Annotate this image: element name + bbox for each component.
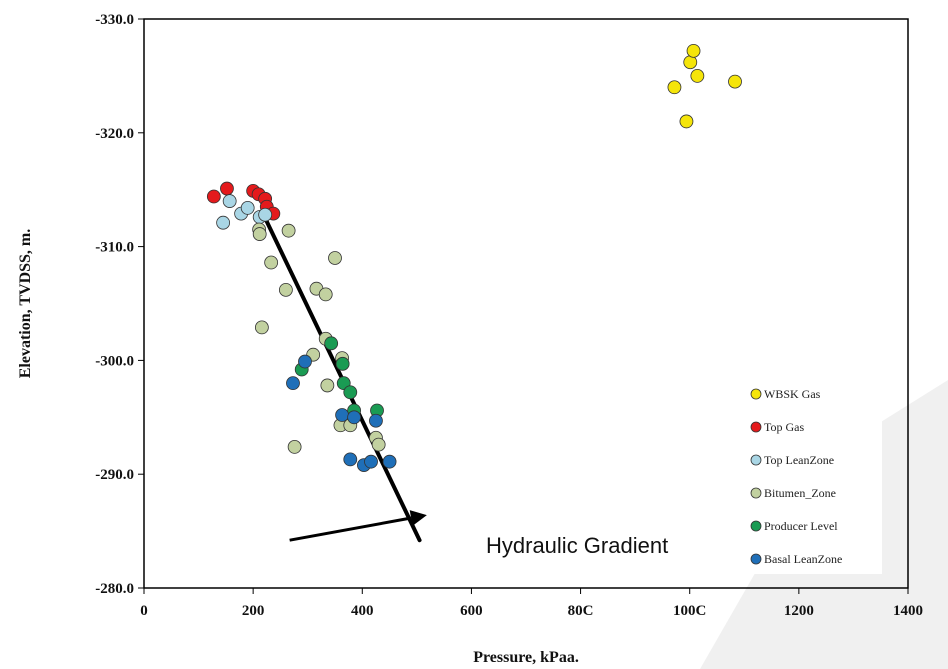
legend-label: Top Gas bbox=[764, 420, 804, 434]
data-point bbox=[679, 114, 694, 129]
data-point bbox=[335, 408, 349, 422]
x-tick-label: 80C bbox=[568, 603, 594, 619]
legend-marker bbox=[750, 421, 762, 433]
y-axis-ticks: -330.0 -320.0 -310.0 -300.0 -290.0 -280.0 bbox=[95, 12, 144, 597]
data-points bbox=[206, 43, 742, 472]
data-point bbox=[335, 356, 350, 371]
data-point bbox=[220, 181, 234, 196]
series-basal-leanzone bbox=[286, 354, 397, 472]
data-point bbox=[281, 223, 296, 238]
y-tick-label: -280.0 bbox=[95, 581, 134, 597]
data-point bbox=[683, 55, 698, 70]
data-point bbox=[328, 251, 342, 265]
data-point bbox=[318, 287, 333, 302]
data-point bbox=[240, 201, 255, 215]
x-tick-label: 1400 bbox=[893, 603, 923, 619]
data-point bbox=[690, 69, 705, 83]
x-tick-label: 100C bbox=[673, 603, 706, 619]
data-point bbox=[206, 189, 221, 204]
hydraulic-gradient-annotation: Hydraulic Gradient bbox=[289, 510, 668, 558]
annotation-label: Hydraulic Gradient bbox=[486, 533, 668, 558]
data-point bbox=[287, 439, 302, 454]
annotation-arrowhead bbox=[409, 510, 427, 526]
legend-marker bbox=[750, 388, 762, 400]
x-tick-label: 600 bbox=[460, 603, 483, 619]
x-axis-ticks: 0 200 400 600 80C 100C 1200 1400 bbox=[140, 588, 923, 619]
data-point bbox=[382, 454, 397, 469]
data-point bbox=[364, 454, 378, 469]
y-tick-label: -330.0 bbox=[95, 12, 134, 28]
data-point bbox=[369, 413, 383, 428]
data-point bbox=[371, 437, 386, 452]
legend-marker bbox=[750, 520, 762, 532]
legend-label: Producer Level bbox=[764, 519, 838, 533]
data-point bbox=[264, 255, 279, 270]
legend-label: Basal LeanZone bbox=[764, 552, 842, 566]
data-point bbox=[343, 452, 358, 467]
data-point bbox=[254, 320, 269, 335]
data-point bbox=[728, 74, 742, 89]
legend-marker bbox=[750, 454, 762, 466]
data-point bbox=[286, 376, 300, 391]
data-point bbox=[343, 385, 358, 400]
data-point bbox=[298, 354, 312, 369]
legend-label: WBSK Gas bbox=[764, 387, 821, 401]
data-point bbox=[216, 215, 231, 230]
x-axis-title: Pressure, kPaa. bbox=[473, 649, 579, 666]
series-wbsk-gas bbox=[667, 43, 742, 129]
legend: WBSK Gas Top Gas Top LeanZone Bitumen_Zone P… bbox=[742, 378, 882, 574]
y-tick-label: -300.0 bbox=[95, 353, 134, 369]
x-tick-label: 1200 bbox=[784, 603, 814, 619]
y-axis-title: Elevation, TVDSS, m. bbox=[17, 229, 34, 379]
legend-label: Bitumen_Zone bbox=[764, 486, 836, 500]
y-tick-label: -290.0 bbox=[95, 467, 134, 483]
data-point bbox=[347, 410, 362, 425]
data-point bbox=[320, 378, 335, 393]
legend-label: Top LeanZone bbox=[764, 453, 834, 467]
data-point bbox=[252, 227, 267, 241]
y-tick-label: -310.0 bbox=[95, 240, 134, 256]
annotation-arrow bbox=[289, 516, 412, 542]
legend-marker bbox=[750, 553, 762, 565]
data-point bbox=[324, 336, 339, 351]
plot-area-frame bbox=[143, 18, 909, 589]
data-point bbox=[667, 80, 682, 95]
legend-marker bbox=[750, 487, 762, 499]
series-top-leanzone bbox=[216, 194, 273, 230]
x-tick-label: 200 bbox=[242, 603, 265, 619]
data-point bbox=[278, 282, 293, 297]
legend-box bbox=[742, 378, 882, 574]
data-point bbox=[258, 207, 273, 222]
x-tick-label: 0 bbox=[140, 603, 148, 619]
data-point bbox=[686, 43, 701, 58]
data-point bbox=[222, 194, 237, 208]
series-bitumen-zone bbox=[252, 222, 386, 454]
x-tick-label: 400 bbox=[351, 603, 374, 619]
y-tick-label: -320.0 bbox=[95, 126, 134, 142]
